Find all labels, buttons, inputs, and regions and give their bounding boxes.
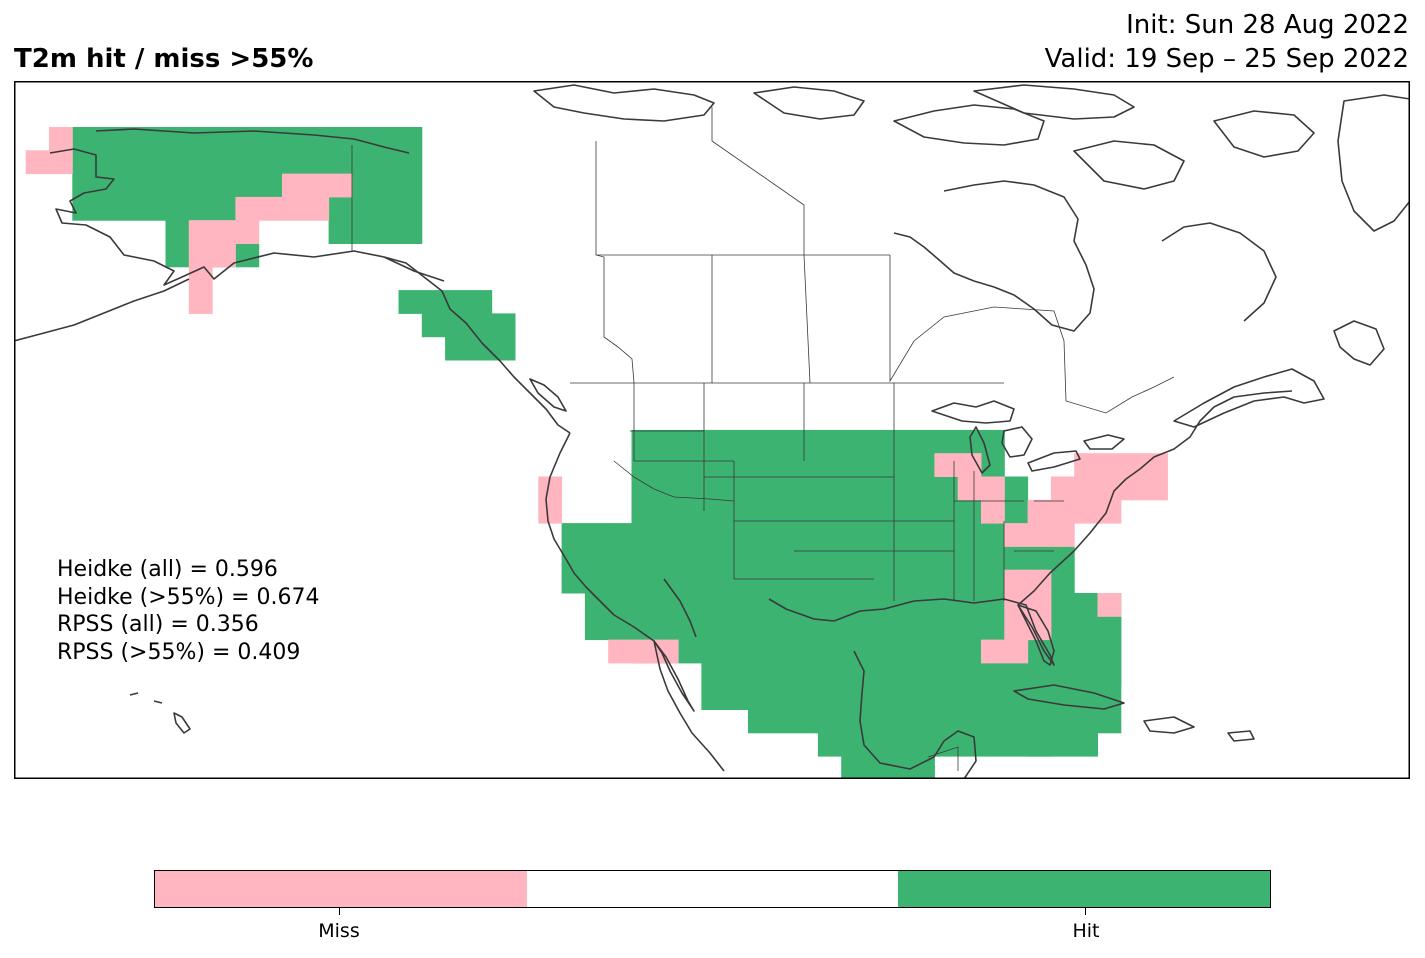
miss-cell (934, 453, 982, 477)
valid-period: Valid: 19 Sep – 25 Sep 2022 (1044, 44, 1409, 74)
legend-miss-swatch (155, 871, 527, 907)
score-rpss-55: RPSS (>55%) = 0.409 (57, 639, 301, 665)
hit-cell (72, 127, 330, 151)
hit-cell (72, 196, 236, 221)
hit-cell (561, 523, 609, 571)
score-heidke-all: Heidke (all) = 0.596 (57, 557, 278, 582)
score-rpss-all: RPSS (all) = 0.356 (57, 612, 259, 637)
legend-tick-hit (1085, 908, 1086, 915)
score-heidke-55: Heidke (>55%) = 0.674 (57, 584, 320, 610)
map-title: T2m hit / miss >55% (14, 44, 314, 74)
miss-cell (1074, 453, 1168, 477)
legend-neutral-swatch (526, 871, 899, 907)
hit-cell (608, 546, 1075, 594)
hit-cell (72, 150, 330, 175)
init-date: Init: Sun 28 Aug 2022 (1126, 10, 1409, 40)
miss-cell (188, 266, 213, 291)
hit-cell (748, 709, 1122, 734)
hit-cell (445, 336, 516, 361)
miss-cell (188, 220, 260, 244)
hit-cell (608, 523, 1005, 547)
hit-miss-grid (25, 127, 1168, 779)
hit-cell (72, 173, 283, 198)
miss-cell (235, 196, 330, 221)
miss-cell (538, 476, 563, 524)
miss-cell (1004, 523, 1075, 547)
miss-cell (981, 639, 1029, 664)
miss-cell (282, 173, 353, 198)
hit-cell (1027, 686, 1052, 757)
miss-cell (188, 243, 236, 268)
legend-label-hit: Hit (1072, 920, 1100, 942)
miss-cell (1050, 476, 1168, 501)
political-borders (351, 107, 1175, 771)
forecast-map (14, 81, 1410, 779)
miss-cell (1027, 499, 1122, 524)
miss-cell (25, 150, 50, 175)
legend-label-miss: Miss (318, 920, 360, 942)
skill-scores: Heidke (all) = 0.596 Heidke (>55%) = 0.6… (57, 556, 320, 666)
hit-cell (841, 756, 935, 779)
miss-cell (49, 127, 73, 151)
hit-cell (398, 290, 493, 314)
miss-cell (1097, 593, 1122, 617)
hit-cell (561, 569, 656, 594)
legend-tick-miss (339, 908, 340, 915)
map-frame (14, 81, 1410, 779)
miss-cell (957, 476, 1005, 501)
miss-cell (981, 499, 1005, 524)
colorbar-legend (154, 870, 1271, 908)
coastlines (14, 84, 1410, 779)
legend-hit-swatch (898, 871, 1271, 907)
miss-cell (608, 639, 679, 664)
miss-cell (49, 150, 73, 175)
miss-cell (188, 290, 213, 314)
